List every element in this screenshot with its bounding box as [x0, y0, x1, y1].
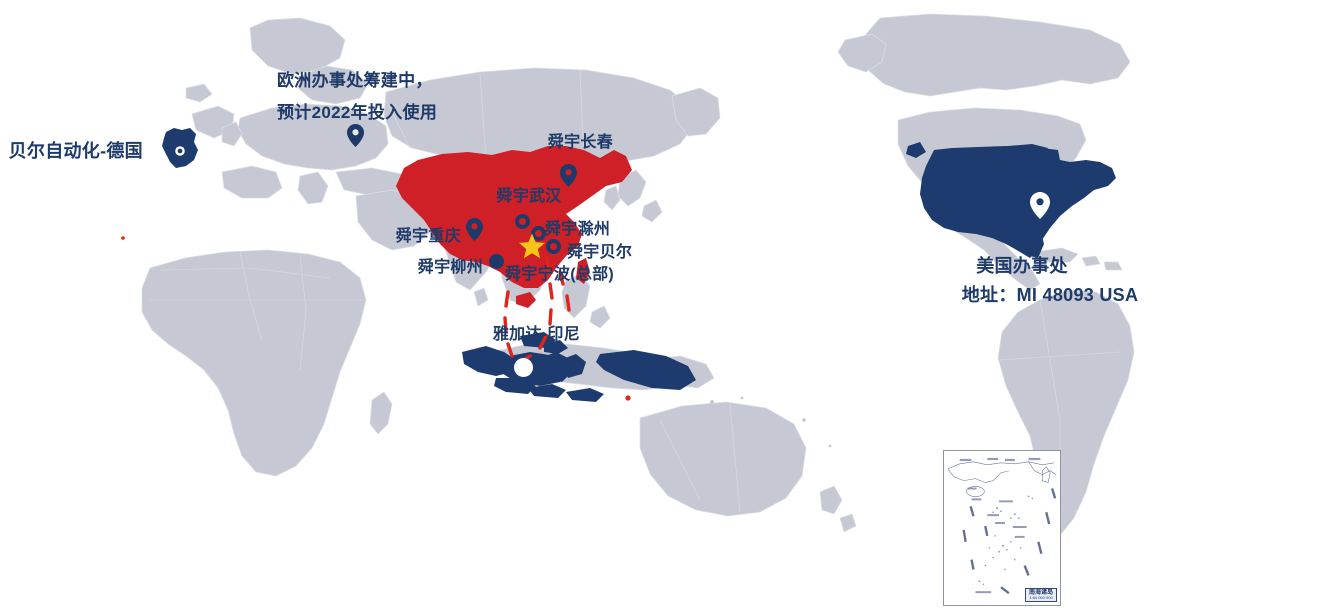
- ring-icon-chuzhou[interactable]: [531, 226, 546, 241]
- label-ningbo-hq: 舜宇宁波(总部): [505, 266, 615, 283]
- ring-icon-bell[interactable]: [546, 239, 561, 254]
- south-china-sea-inset: 南海诸岛 1:64 000 000: [943, 450, 1061, 606]
- inset-title: 南海诸岛: [1028, 589, 1053, 596]
- nine-dash-line: [503, 256, 571, 364]
- gear-icon: [169, 140, 191, 162]
- label-usa-office-line2: 地址：MI 48093 USA: [961, 285, 1139, 305]
- label-jakarta: 雅加达-印尼: [492, 326, 580, 343]
- label-chuzhou: 舜宇滁州: [545, 221, 611, 238]
- inset-title-box: 南海诸岛 1:64 000 000: [1024, 587, 1057, 602]
- pin-icon-changchun[interactable]: [560, 164, 577, 187]
- dot-icon-liuzhou[interactable]: [489, 254, 504, 269]
- label-europe-office-line1: 欧洲办事处筹建中，: [277, 71, 433, 90]
- label-europe-office-line2: 预计2022年投入使用: [277, 103, 438, 122]
- label-germany: 贝尔自动化-德国: [8, 141, 143, 161]
- label-usa-office-line1: 美国办事处: [976, 256, 1068, 276]
- usa-region: [906, 142, 1116, 258]
- inset-scale: 1:64 000 000: [1029, 594, 1053, 600]
- pin-icon-chongqing[interactable]: [466, 218, 483, 241]
- pin-icon-europe-office[interactable]: [347, 124, 364, 147]
- label-chongqing: 舜宇重庆: [395, 228, 461, 245]
- ring-icon-wuhan[interactable]: [515, 214, 530, 229]
- label-liuzhou: 舜宇柳州: [417, 259, 483, 276]
- dot-icon-jakarta[interactable]: [514, 358, 533, 377]
- label-bell: 舜宇贝尔: [567, 244, 633, 261]
- label-changchun: 舜宇长春: [547, 134, 613, 151]
- label-wuhan: 舜宇武汉: [496, 188, 562, 205]
- pin-icon-usa-office[interactable]: [1030, 192, 1050, 219]
- star-icon-ningbo-hq[interactable]: [518, 232, 546, 260]
